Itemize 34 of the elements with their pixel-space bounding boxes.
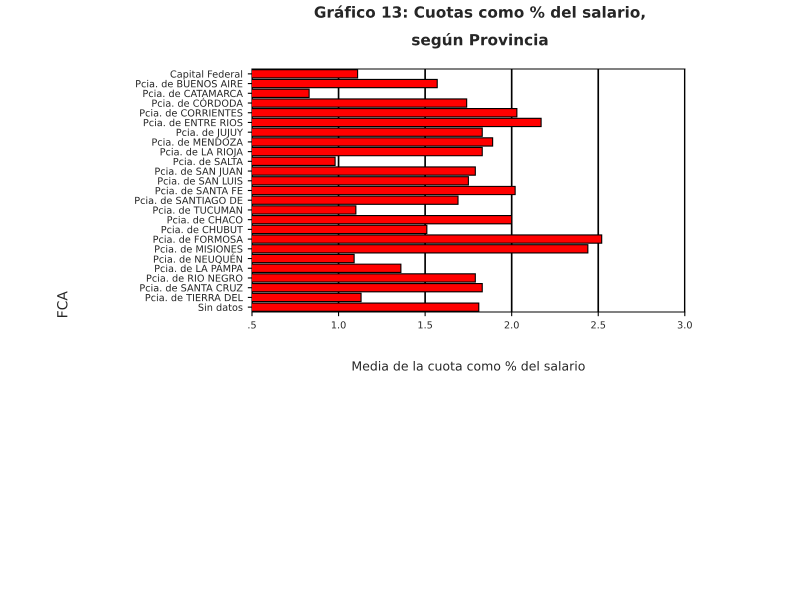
y-tick-label: Pcia. de RIO NEGRO [146,274,242,282]
y-tick-label: Pcia. de TIERRA DEL [146,294,243,302]
x-tick-label: 1.0 [332,321,346,329]
y-tick-label: Pcia. de CÓRDODA [152,98,243,107]
y-tick-label: Pcia. de FORMOSA [154,235,243,243]
y-tick-label: Pcia. de NEUQUÉN [154,254,242,264]
y-tick-label: Pcia. de SANTIAGO DE [135,196,242,204]
x-tick-label: .5 [248,321,256,329]
y-tick-label: Pcia. de ENTRE RIOS [144,118,242,126]
y-axis-title: FCA [57,291,68,317]
y-tick-label: Pcia. de CORRIENTES [140,109,242,117]
y-tick-label: Pcia. de LA RIOJA [160,148,243,158]
y-tick-label: Pcia. de CHACO [168,216,242,224]
y-tick-label: Capital Federal [170,70,242,80]
x-tick-label: 2.5 [591,321,606,329]
y-tick-label: Pcia. de MENDOZA [152,138,243,146]
y-tick-label: Pcia. de SAN LUIS [158,177,242,185]
y-tick-label: Pcia. de SANTA FE [156,186,242,194]
y-tick-label: Pcia. de LA PAMPA [155,264,243,272]
y-tick-label: Pcia. de JUJUY [176,128,243,138]
x-axis-title: Media de la cuota como % del salario [352,360,585,371]
chart-title: Gráfico 13: Cuotas como % del salario, según Provincia [314,5,645,49]
y-tick-label: Pcia. de TUCUMAN [153,206,242,214]
y-tick-label: Pcia. de SAN JUAN [155,167,242,177]
y-tick-label: Pcia. de SANTA CRUZ [140,284,243,292]
y-tick-label: Pcia. de BUENOS AIRE [136,80,242,88]
y-tick-label: Sin datos [198,303,242,311]
x-tick-label: 1.5 [418,321,432,329]
y-tick-label: Pcia. de CATAMARCA [143,90,243,98]
x-tick-label: 3.0 [678,321,692,329]
x-tick-label: 2.0 [504,321,519,329]
y-tick-label: Pcia. de CHUBUT [162,226,243,234]
y-tick-label: Pcia. de MISIONES [155,245,242,253]
y-tick-label: Pcia. de SALTA [174,158,243,166]
